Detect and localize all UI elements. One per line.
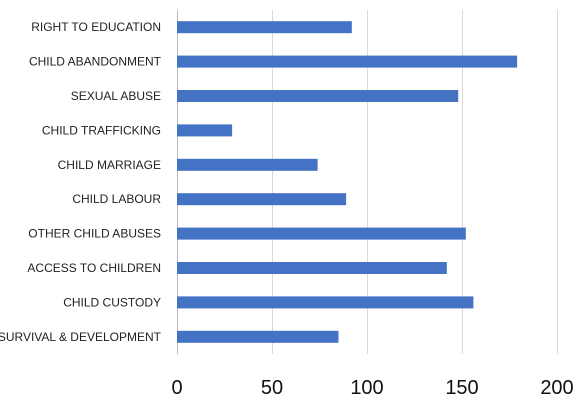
category-label: CHILD ABANDONMENT [29, 55, 162, 69]
bars [177, 21, 518, 343]
x-tick-label: 200 [540, 377, 573, 399]
bar [177, 55, 518, 68]
category-label: ACCESS TO CHILDREN [27, 261, 161, 275]
x-tick-label: 50 [261, 377, 283, 399]
bar [177, 124, 233, 137]
x-tick-label: 100 [350, 377, 383, 399]
category-label: SEXUAL ABUSE [71, 89, 161, 103]
category-label: RIGHT TO EDUCATION [31, 20, 161, 34]
bar [177, 227, 466, 240]
category-label: CHILD TRAFFICKING [42, 123, 161, 137]
category-label: CHILD MARRIAGE [58, 158, 161, 172]
bar [177, 296, 474, 309]
category-label: SURVIVAL & DEVELOPMENT [0, 330, 162, 344]
category-labels: RIGHT TO EDUCATION CHILD ABANDONMENT SEXUA… [0, 20, 162, 344]
category-label: CHILD CUSTODY [63, 295, 161, 309]
bar [177, 330, 339, 343]
bar [177, 262, 447, 274]
x-tick-label: 0 [171, 377, 182, 399]
bar [177, 158, 318, 171]
bar [177, 21, 352, 34]
x-tick-labels: 0 50 100 150 200 [171, 377, 573, 399]
category-label: OTHER CHILD ABUSES [28, 227, 161, 241]
bar [177, 193, 347, 206]
x-tick-label: 150 [445, 377, 478, 399]
bar [177, 90, 459, 102]
category-label: CHILD LABOUR [72, 192, 161, 206]
